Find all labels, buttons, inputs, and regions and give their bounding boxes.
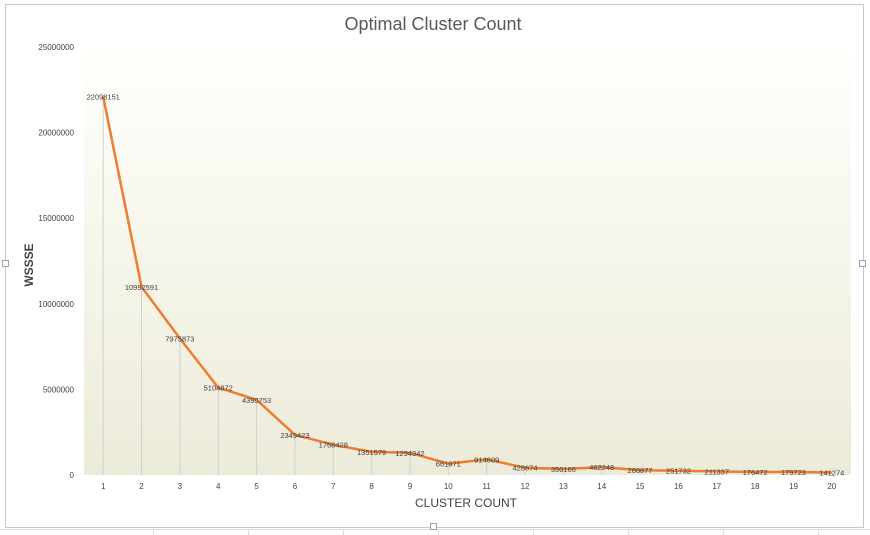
y-axis-label: WSSSE: [22, 243, 36, 286]
x-tick-label: 5: [254, 482, 259, 491]
data-label: 7975873: [165, 334, 194, 343]
data-label: 1294342: [395, 449, 424, 458]
y-tick-label: 20000000: [38, 129, 74, 138]
data-label: 914609: [474, 455, 499, 464]
x-tick-label: 16: [674, 482, 683, 491]
data-label: 661971: [436, 460, 461, 469]
y-tick-label: 5000000: [43, 385, 75, 394]
resize-handle-left[interactable]: [2, 260, 9, 267]
x-tick-label: 15: [636, 482, 645, 491]
x-tick-label: 11: [483, 482, 492, 491]
x-tick-label: 14: [597, 482, 606, 491]
x-tick-label: 2: [139, 482, 144, 491]
y-tick-label: 0: [70, 471, 75, 480]
data-label: 5104872: [204, 384, 233, 393]
series-line: [101, 96, 832, 474]
x-tick-label: 9: [408, 482, 413, 491]
x-tick-label: 20: [827, 482, 836, 491]
data-label: 350166: [551, 465, 576, 474]
data-label: 141274: [819, 469, 844, 478]
y-tick-labels: 0 5000000 10000000 15000000 20000000 25000000: [38, 43, 74, 480]
x-tick-labels: 1 2 3 4 5 6 7 8 9 10 11 12 13 14 15 16 17 18 19 20: [101, 482, 837, 491]
x-tick-label: 3: [178, 482, 183, 491]
chart-title: Optimal Cluster Count: [344, 14, 521, 34]
data-label: 22098151: [86, 93, 119, 102]
data-label: 251732: [666, 467, 691, 476]
x-tick-label: 12: [521, 482, 530, 491]
x-axis-label: CLUSTER COUNT: [415, 496, 518, 510]
data-label: 1351579: [357, 448, 386, 457]
x-tick-label: 18: [751, 482, 760, 491]
x-tick-label: 1: [101, 482, 106, 491]
y-tick-label: 10000000: [38, 300, 74, 309]
x-tick-label: 13: [559, 482, 568, 491]
x-tick-label: 10: [444, 482, 453, 491]
data-label: 176472: [743, 468, 768, 477]
y-tick-label: 25000000: [38, 43, 74, 52]
x-tick-label: 4: [216, 482, 221, 491]
y-tick-label: 15000000: [38, 214, 74, 223]
x-tick-label: 7: [331, 482, 336, 491]
data-label: 4390753: [242, 396, 271, 405]
data-label: 2349423: [280, 431, 309, 440]
drop-lines: [102, 96, 833, 475]
data-label: 280877: [628, 466, 653, 475]
x-tick-label: 8: [369, 482, 374, 491]
data-label: 211337: [705, 467, 729, 476]
data-label: 10992591: [125, 283, 158, 292]
resize-handle-right[interactable]: [859, 260, 866, 267]
x-tick-label: 17: [712, 482, 721, 491]
data-label: 428674: [513, 464, 538, 473]
data-label: 1768428: [319, 441, 348, 450]
x-tick-label: 19: [789, 482, 798, 491]
x-tick-label: 6: [293, 482, 298, 491]
data-labels: 22098151 10992591 7975873 5104872 4390753 234…: [86, 93, 844, 478]
data-label: 179723: [781, 468, 806, 477]
plot-area: [84, 47, 851, 475]
data-label: 462248: [589, 463, 614, 472]
resize-handle-bottom[interactable]: [430, 523, 437, 530]
